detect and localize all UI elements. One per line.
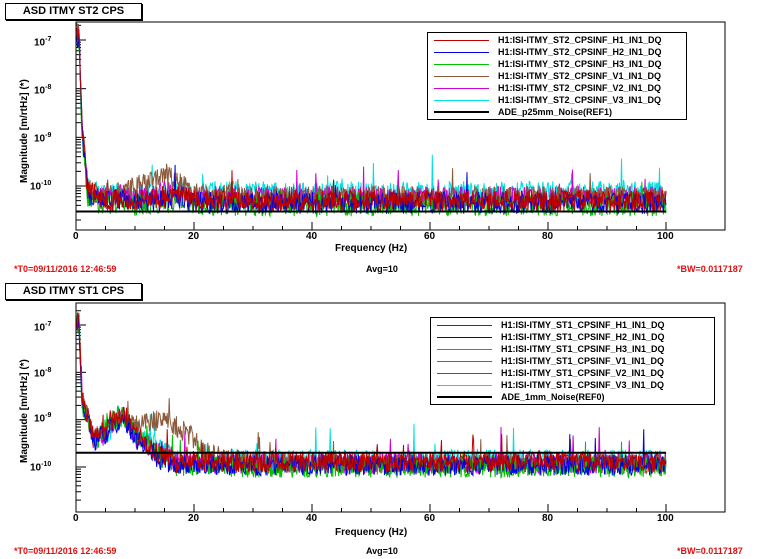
legend-label: ADE_1mm_Noise(REF0) [501,392,605,402]
legend-swatch [437,337,492,338]
legend-label: H1:ISI-ITMY_ST1_CPSINF_H1_IN1_DQ [501,320,665,330]
plot-area-st2 [75,21,726,231]
legend-swatch [434,88,489,89]
x-tick-label: 60 [424,513,436,524]
legend-swatch [434,111,489,113]
chart-title: ASD ITMY ST1 CPS [5,283,142,300]
legend-label: H1:ISI-ITMY_ST2_CPSINF_H3_IN1_DQ [498,59,662,69]
legend-swatch [437,373,492,374]
y-tick-label: 10-7 [34,321,52,334]
legend-swatch [437,396,492,398]
footer-avg: Avg=10 [366,546,398,556]
series-line-1 [76,27,667,213]
legend-label: H1:ISI-ITMY_ST1_CPSINF_V2_IN1_DQ [501,368,665,378]
series-line-2 [76,314,667,478]
legend-label: H1:ISI-ITMY_ST2_CPSINF_V2_IN1_DQ [498,83,662,93]
legend-label: H1:ISI-ITMY_ST1_CPSINF_V1_IN1_DQ [501,356,665,366]
y-tick-label: 10-9 [34,412,52,425]
footer-bw: *BW=0.0117187 [677,546,743,556]
legend-swatch [434,40,489,41]
chart-panel-st1: ASD ITMY ST1 CPS Magnitude [m/rtHz] (*) … [0,280,767,559]
x-tick-label: 20 [188,231,200,242]
y-tick-label: 10-8 [34,367,52,380]
legend: H1:ISI-ITMY_ST2_CPSINF_H1_IN1_DQ H1:ISI-I… [427,32,687,120]
legend-swatch [434,76,489,77]
y-tick-label: 10-10 [30,461,52,474]
plot-area-st1 [75,302,726,513]
legend-label: H1:ISI-ITMY_ST2_CPSINF_H1_IN1_DQ [498,35,662,45]
legend-swatch [434,100,489,101]
x-tick-label: 40 [306,231,318,242]
y-axis-label: Magnitude [m/rtHz] (*) [19,359,30,463]
x-tick-label: 100 [657,513,674,524]
legend: H1:ISI-ITMY_ST1_CPSINF_H1_IN1_DQ H1:ISI-I… [430,317,715,405]
legend-swatch [434,64,489,65]
x-tick-label: 40 [306,513,318,524]
legend-swatch [437,385,492,386]
y-tick-label: 10-8 [34,84,52,97]
x-tick-label: 80 [542,231,554,242]
legend-label: ADE_p25mm_Noise(REF1) [498,107,613,117]
x-tick-label: 80 [542,513,554,524]
x-tick-label: 20 [188,513,200,524]
x-tick-label: 60 [424,231,436,242]
y-tick-label: 10-7 [34,36,52,49]
footer-bw: *BW=0.0117187 [677,264,743,274]
y-axis-label: Magnitude [m/rtHz] (*) [19,79,30,183]
footer-avg: Avg=10 [366,264,398,274]
chart-panel-st2: ASD ITMY ST2 CPS Magnitude [m/rtHz] (*) … [5,3,743,274]
y-tick-label: 10-10 [30,180,52,193]
legend-label: H1:ISI-ITMY_ST1_CPSINF_V3_IN1_DQ [501,380,665,390]
legend-label: H1:ISI-ITMY_ST2_CPSINF_H2_IN1_DQ [498,47,662,57]
legend-swatch [437,325,492,326]
legend-swatch [437,361,492,362]
legend-label: H1:ISI-ITMY_ST2_CPSINF_V1_IN1_DQ [498,71,662,81]
legend-swatch [434,52,489,53]
chart-title: ASD ITMY ST2 CPS [5,3,142,20]
x-tick-label: 0 [73,513,79,524]
x-tick-label: 0 [73,231,79,242]
x-tick-label: 100 [657,231,674,242]
legend-label: H1:ISI-ITMY_ST2_CPSINF_V3_IN1_DQ [498,95,662,105]
footer-t0: *T0=09/11/2016 12:46:59 [14,264,117,274]
series-line-1 [76,313,667,474]
footer-t0: *T0=09/11/2016 12:46:59 [14,546,117,556]
legend-label: H1:ISI-ITMY_ST1_CPSINF_H2_IN1_DQ [501,332,665,342]
x-axis-label: Frequency (Hz) [335,243,408,254]
x-axis-label: Frequency (Hz) [335,527,408,538]
y-tick-label: 10-9 [34,132,52,145]
legend-label: H1:ISI-ITMY_ST1_CPSINF_H3_IN1_DQ [501,344,665,354]
legend-swatch [437,349,492,350]
